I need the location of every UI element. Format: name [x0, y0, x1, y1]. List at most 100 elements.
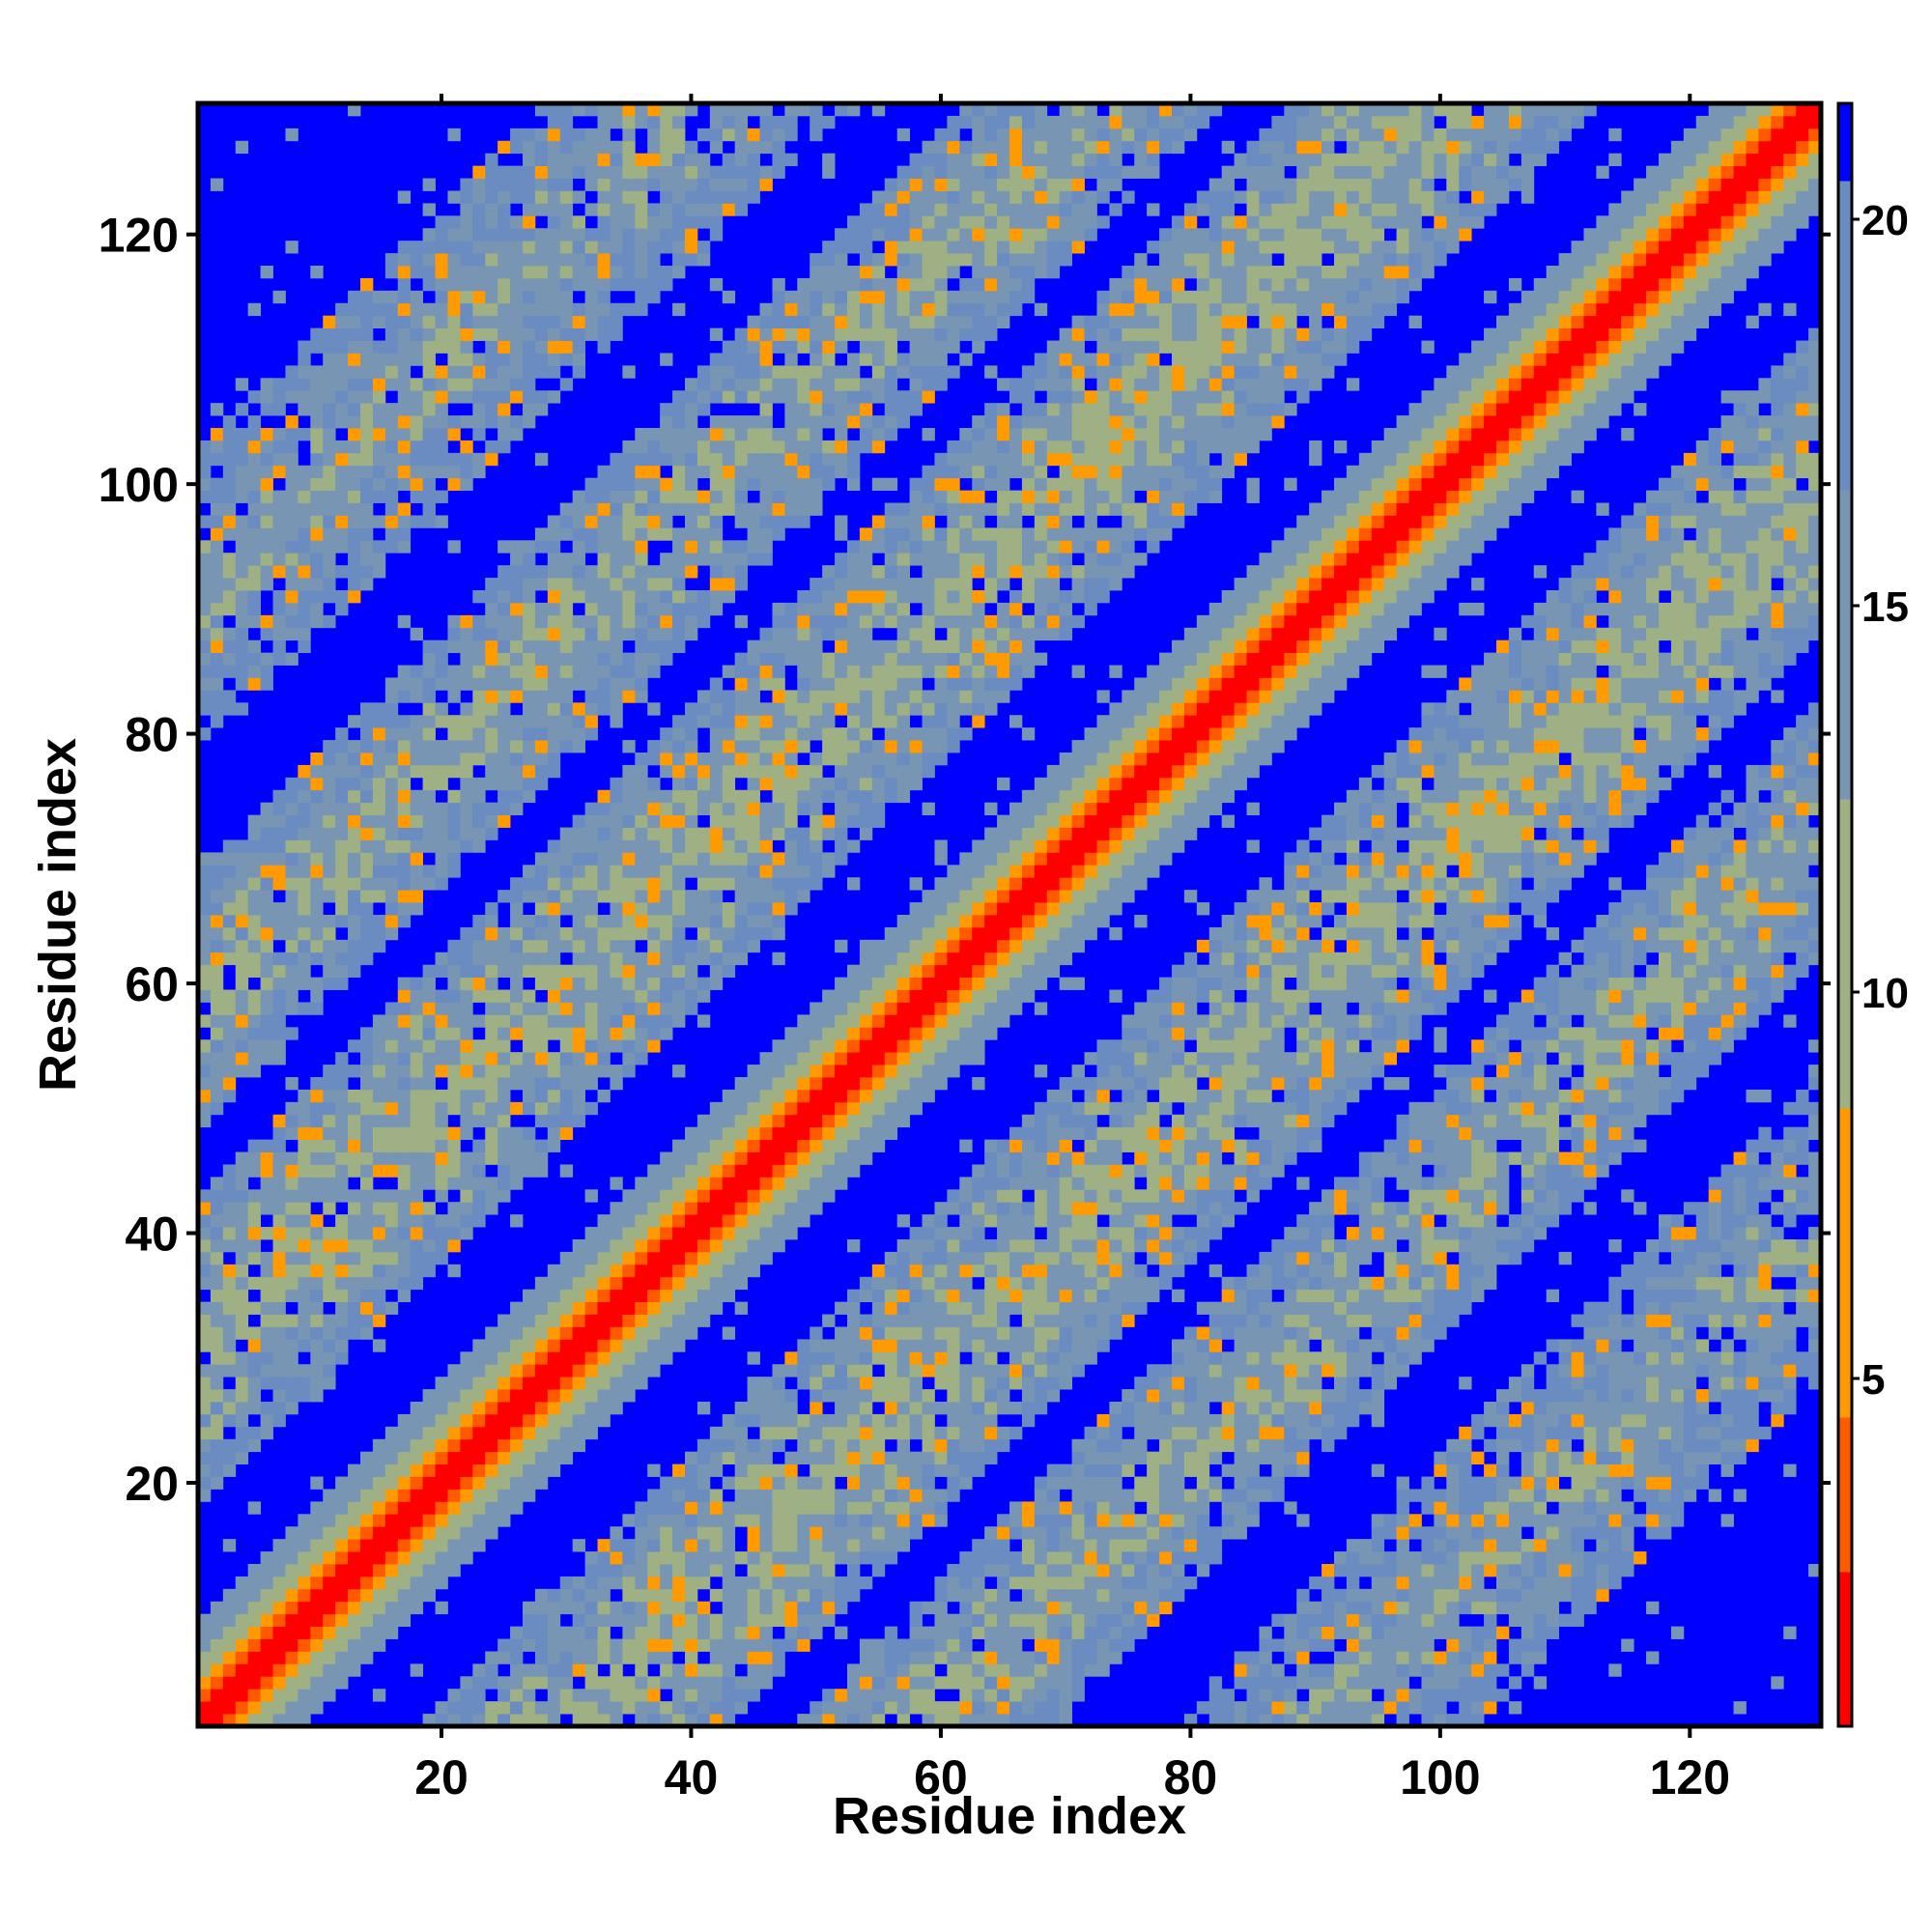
heatmap-cell: [647, 1463, 661, 1477]
heatmap-cell: [1046, 1551, 1061, 1565]
heatmap-cell: [1583, 1402, 1597, 1415]
heatmap-cell: [1446, 1314, 1460, 1327]
heatmap-cell: [1122, 1576, 1135, 1590]
heatmap-cell: [397, 302, 412, 317]
heatmap-cell: [835, 1539, 848, 1552]
heatmap-cell: [1434, 1463, 1447, 1477]
heatmap-cell: [310, 764, 324, 779]
heatmap-cell: [647, 1551, 661, 1565]
heatmap-cell: [1608, 1426, 1622, 1440]
heatmap-cell: [323, 327, 336, 341]
heatmap-cell: [1034, 1339, 1048, 1352]
heatmap-cell: [348, 1164, 361, 1178]
heatmap-cell: [410, 452, 424, 467]
heatmap-cell: [198, 1626, 212, 1639]
heatmap-cell: [947, 1364, 960, 1378]
heatmap-cell: [1596, 1389, 1609, 1403]
heatmap-cell: [447, 1364, 461, 1378]
heatmap-cell: [1172, 1501, 1185, 1515]
heatmap-cell: [260, 1314, 273, 1327]
heatmap-cell: [372, 1089, 386, 1103]
heatmap-cell: [260, 614, 273, 629]
heatmap-cell: [523, 1638, 536, 1652]
heatmap-cell: [1271, 1663, 1285, 1677]
heatmap-cell: [559, 1065, 574, 1078]
heatmap-cell: [835, 1426, 848, 1440]
heatmap-cell: [896, 1663, 911, 1677]
heatmap-cell: [460, 1014, 473, 1028]
heatmap-cell: [847, 1526, 861, 1540]
heatmap-cell: [534, 390, 549, 404]
heatmap-cell: [497, 228, 511, 242]
heatmap-cell: [1758, 1351, 1772, 1365]
heatmap-cell: [559, 578, 574, 591]
heatmap-cell: [547, 753, 561, 766]
heatmap-cell: [610, 1264, 623, 1278]
heatmap-cell: [884, 1539, 898, 1552]
heatmap-cell: [1296, 1351, 1310, 1365]
heatmap-cell: [198, 490, 212, 503]
heatmap-cell: [896, 1651, 911, 1664]
heatmap-cell: [1134, 1438, 1148, 1453]
heatmap-cell: [1046, 1301, 1061, 1315]
heatmap-cell: [984, 1326, 998, 1340]
heatmap-cell: [272, 1601, 286, 1615]
heatmap-cell: [1434, 1601, 1447, 1615]
heatmap-cell: [934, 1463, 948, 1477]
heatmap-cell: [247, 1039, 262, 1053]
heatmap-cell: [672, 1326, 686, 1340]
heatmap-cell: [1084, 1489, 1097, 1502]
heatmap-cell: [784, 1351, 798, 1365]
heatmap-cell: [384, 1202, 399, 1215]
heatmap-cell: [447, 315, 461, 329]
heatmap-cell: [1084, 1476, 1097, 1490]
heatmap-cell: [360, 1039, 374, 1053]
heatmap-cell: [660, 1339, 673, 1352]
heatmap-cell: [260, 266, 273, 279]
heatmap-cell: [572, 652, 586, 666]
heatmap-cell: [485, 1202, 498, 1215]
heatmap-cell: [871, 1564, 886, 1577]
heatmap-cell: [547, 1276, 561, 1291]
heatmap-cell: [1508, 1588, 1522, 1603]
heatmap-cell: [797, 1714, 810, 1727]
heatmap-cell: [360, 415, 374, 429]
heatmap-cell: [1059, 1638, 1073, 1652]
heatmap-cell: [485, 1364, 498, 1378]
heatmap-cell: [260, 390, 273, 404]
heatmap-cell: [784, 1588, 798, 1603]
heatmap-cell: [472, 1114, 486, 1128]
heatmap-cell: [410, 1139, 424, 1152]
heatmap-cell: [1346, 1402, 1360, 1415]
heatmap-cell: [360, 1089, 374, 1103]
heatmap-cell: [1271, 1638, 1285, 1652]
heatmap-cell: [235, 915, 249, 928]
heatmap-cell: [1271, 1351, 1285, 1365]
heatmap-cell: [523, 1065, 536, 1078]
heatmap-cell: [222, 1214, 237, 1228]
heatmap-cell: [1096, 1626, 1110, 1639]
heatmap-cell: [1546, 1588, 1560, 1603]
heatmap-cell: [1296, 1588, 1310, 1603]
heatmap-cell: [472, 253, 486, 267]
heatmap-cell: [660, 1576, 673, 1590]
heatmap-cell: [1183, 1402, 1198, 1415]
heatmap-cell: [523, 353, 536, 366]
heatmap-cell: [497, 215, 511, 229]
heatmap-cell: [597, 652, 611, 666]
heatmap-cell: [310, 378, 324, 391]
heatmap-cell: [1034, 1663, 1048, 1677]
heatmap-cell: [397, 1077, 412, 1091]
heatmap-cell: [584, 578, 598, 591]
heatmap-cell: [997, 1663, 1010, 1677]
heatmap-cell: [222, 1326, 237, 1340]
heatmap-cell: [360, 777, 374, 791]
heatmap-cell: [222, 1239, 237, 1253]
heatmap-cell: [1122, 1489, 1135, 1502]
heatmap-cell: [422, 452, 436, 467]
heatmap-cell: [523, 215, 536, 229]
heatmap-cell: [348, 1276, 361, 1291]
heatmap-cell: [810, 1402, 823, 1415]
heatmap-cell: [1208, 1339, 1223, 1352]
heatmap-cell: [485, 1676, 498, 1690]
